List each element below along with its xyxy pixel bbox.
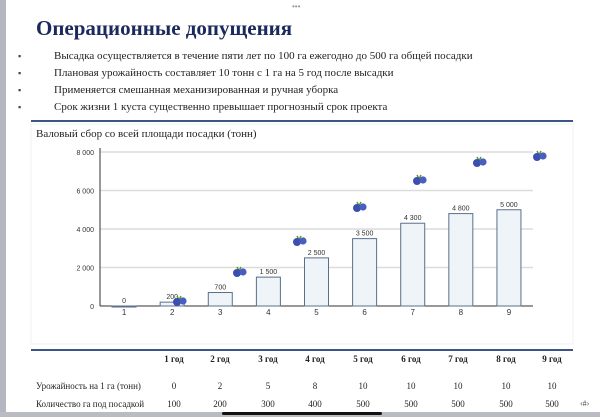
bullet-text: Плановая урожайность составляет 10 тонн … <box>54 67 394 79</box>
data-label: 3 500 <box>356 231 374 238</box>
y-tick-label: 4 000 <box>76 227 94 234</box>
table-cell: 8 <box>312 381 318 391</box>
bar <box>400 222 426 307</box>
table-cell: 100 <box>167 399 181 409</box>
column-header: 2 год <box>210 354 230 364</box>
column-header: 6 год <box>401 354 421 364</box>
bullet-list: ▪ Высадка осуществляется в течение пяти л… <box>18 50 588 118</box>
bullet-marker: ▪ <box>18 68 22 78</box>
table-cell: 500 <box>545 399 559 409</box>
bullet-marker: ▪ <box>18 51 22 61</box>
bullet-text: Высадка осуществляется в течение пяти ле… <box>54 50 473 62</box>
table-cell: 10 <box>501 381 511 391</box>
data-label: 200 <box>166 294 178 301</box>
x-tick-label: 9 <box>507 308 512 317</box>
y-tick-label: 8 000 <box>76 150 94 157</box>
table-cell: 2 <box>217 381 223 391</box>
bar <box>352 238 378 307</box>
bar <box>448 213 474 307</box>
column-header: 1 год <box>164 354 184 364</box>
bullet-item: ▪ Срок жизни 1 куста существенно превышае… <box>18 101 588 118</box>
blueberry-icon <box>233 266 247 277</box>
column-header: 7 год <box>448 354 468 364</box>
data-label: 5 000 <box>500 202 518 209</box>
table-cell: 500 <box>404 399 418 409</box>
table-cell: 200 <box>213 399 227 409</box>
x-tick-label: 1 <box>122 308 127 317</box>
column-header: 3 год <box>258 354 278 364</box>
bullet-item: ▪ Плановая урожайность составляет 10 тонн… <box>18 67 588 84</box>
blueberry-icon <box>413 174 427 185</box>
bullet-item: ▪ Применяется смешанная механизированная … <box>18 84 588 101</box>
chart-title: Валовый сбор со всей площади посадки (то… <box>36 128 257 140</box>
scrollbar-thumb[interactable] <box>222 412 382 415</box>
row-label: Количество га под посадкой <box>36 399 145 409</box>
table-cell: 300 <box>261 399 275 409</box>
slide-title: Операционные допущения <box>36 16 293 40</box>
bar <box>255 276 281 307</box>
bullet-text: Срок жизни 1 куста существенно превышает… <box>54 101 388 113</box>
x-tick-label: 7 <box>410 308 415 317</box>
table-cell: 5 <box>265 381 271 391</box>
x-tick-label: 2 <box>170 308 175 317</box>
bullet-item: ▪ Высадка осуществляется в течение пяти л… <box>18 50 588 67</box>
bar <box>207 292 233 307</box>
y-tick-label: 2 000 <box>76 266 94 273</box>
x-tick-label: 6 <box>362 308 367 317</box>
bullet-marker: ▪ <box>18 102 22 112</box>
table-cell: 10 <box>547 381 557 391</box>
x-tick-label: 8 <box>459 308 464 317</box>
page-number: ‹#› <box>580 399 590 408</box>
blueberry-icon <box>473 156 487 167</box>
row-label: Урожайность на 1 га (тонн) <box>36 381 141 391</box>
table-cell: 0 <box>171 381 177 391</box>
data-label: 700 <box>214 285 226 292</box>
y-tick-label: 6 000 <box>76 189 94 196</box>
divider <box>31 349 573 351</box>
column-header: 4 год <box>305 354 325 364</box>
blueberry-icon <box>173 295 187 306</box>
table-cell: 10 <box>358 381 368 391</box>
more-icon[interactable]: ••• <box>292 2 301 11</box>
x-tick-label: 5 <box>314 308 319 317</box>
column-header: 5 год <box>353 354 373 364</box>
column-header: 8 год <box>496 354 516 364</box>
table-cell: 500 <box>451 399 465 409</box>
bar-chart: 0 2 000 4 000 6 000 8 000 0 1 200 2 700 3 1 500 4 2 5… <box>30 123 574 345</box>
blueberry-icon <box>293 235 307 246</box>
table-cell: 400 <box>308 399 322 409</box>
bar <box>496 209 522 307</box>
x-tick-label: 3 <box>218 308 223 317</box>
bar <box>304 257 329 307</box>
table-cell: 10 <box>453 381 463 391</box>
table-cell: 10 <box>406 381 416 391</box>
bullet-text: Применяется смешанная механизированная и… <box>54 84 339 96</box>
data-label: 0 <box>122 298 126 305</box>
left-scroll-strip <box>0 0 6 417</box>
blueberry-icon <box>533 150 547 161</box>
divider <box>31 120 573 122</box>
data-label: 2 500 <box>308 250 326 257</box>
blueberry-icon <box>353 201 367 212</box>
plot-frame <box>30 123 574 345</box>
y-tick-label: 0 <box>90 304 94 311</box>
bar <box>111 305 137 308</box>
data-label: 4 300 <box>404 215 422 222</box>
column-header: 9 год <box>542 354 562 364</box>
table-cell: 500 <box>499 399 513 409</box>
data-label: 4 800 <box>452 206 470 213</box>
bullet-marker: ▪ <box>18 85 22 95</box>
table-cell: 500 <box>356 399 370 409</box>
data-label: 1 500 <box>260 269 278 276</box>
x-tick-label: 4 <box>266 308 271 317</box>
